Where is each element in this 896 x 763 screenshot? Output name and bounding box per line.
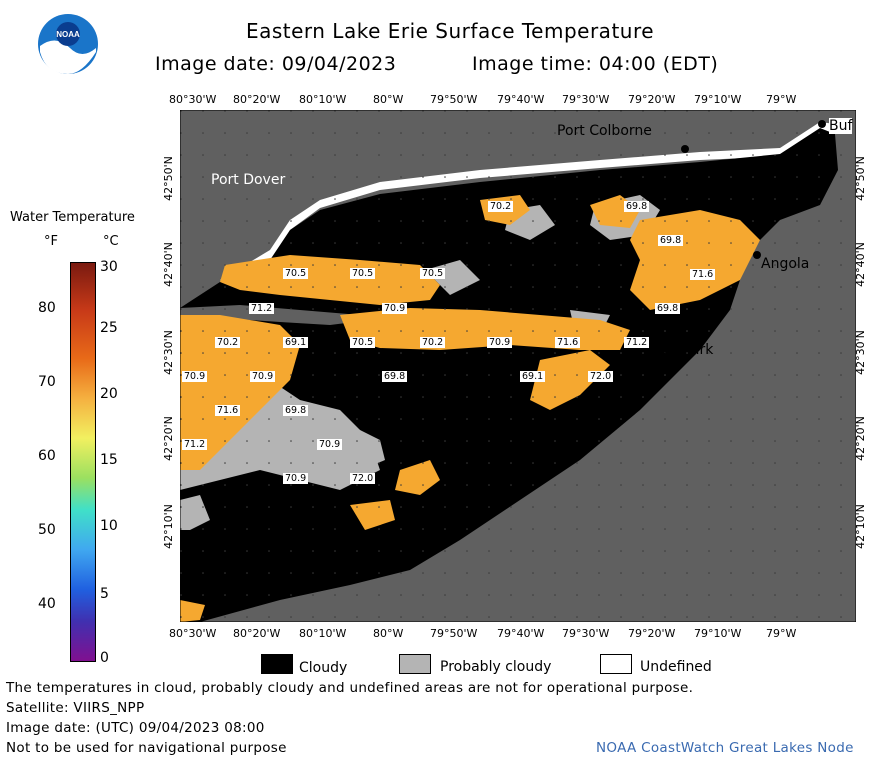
longitude-label: 80°10'W xyxy=(299,93,347,106)
legend-probably-cloudy-swatch xyxy=(399,654,431,674)
temperature-label: 69.8 xyxy=(283,405,309,416)
temperature-label: 71.6 xyxy=(690,269,716,280)
temperature-label: 70.5 xyxy=(350,337,376,348)
erie-marker xyxy=(351,526,359,534)
temperature-label: 70.9 xyxy=(283,473,309,484)
temperature-label: 69.8 xyxy=(658,235,684,246)
temperature-label: 71.2 xyxy=(182,439,208,450)
colorbar-tick-c: 15 xyxy=(100,452,118,468)
legend-cloudy-label: Cloudy xyxy=(299,660,348,676)
longitude-label: 79°40'W xyxy=(497,93,545,106)
colorbar-tick-c: 25 xyxy=(100,320,118,336)
temperature-label: 70.9 xyxy=(250,371,276,382)
temperature-label: 70.9 xyxy=(382,303,408,314)
longitude-label: 80°30'W xyxy=(169,93,217,106)
longitude-label: 79°W xyxy=(766,627,797,640)
longitude-label: 79°50'W xyxy=(430,93,478,106)
footer-credit: NOAA CoastWatch Great Lakes Node xyxy=(596,740,854,756)
city-port-colborne: Port Colborne xyxy=(557,123,652,139)
image-date: Image date: 09/04/2023 xyxy=(155,53,397,75)
noaa-logo: NOAA xyxy=(38,14,98,74)
colorbar-title: Water Temperature xyxy=(10,210,135,225)
port-colborne-marker xyxy=(681,145,689,153)
longitude-label: 80°10'W xyxy=(299,627,347,640)
temperature-label: 70.5 xyxy=(420,268,446,279)
longitude-label: 79°40'W xyxy=(497,627,545,640)
longitude-label: 79°W xyxy=(766,93,797,106)
unit-fahrenheit: °F xyxy=(44,234,58,249)
longitude-label: 80°20'W xyxy=(233,93,281,106)
buffalo-marker xyxy=(818,120,826,128)
temperature-label: 71.6 xyxy=(215,405,241,416)
temperature-label: 71.2 xyxy=(249,303,275,314)
colorbar-tick-c: 0 xyxy=(100,650,109,666)
longitude-label: 80°30'W xyxy=(169,627,217,640)
colorbar-tick-c: 30 xyxy=(100,259,118,275)
latitude-label: 42°10'N xyxy=(161,504,175,549)
footer-disclaimer: The temperatures in cloud, probably clou… xyxy=(6,680,694,696)
temperature-label: 72.0 xyxy=(350,473,376,484)
dunkirk-marker xyxy=(651,336,659,344)
temperature-label: 70.5 xyxy=(350,268,376,279)
unit-celsius: °C xyxy=(103,234,119,249)
temperature-label: 70.2 xyxy=(420,337,446,348)
temperature-label: 69.8 xyxy=(655,303,681,314)
longitude-label: 79°20'W xyxy=(628,93,676,106)
footer-navigation-warning: Not to be used for navigational purpose xyxy=(6,740,287,756)
temperature-label: 70.9 xyxy=(182,371,208,382)
temperature-label: 71.2 xyxy=(624,337,650,348)
city-angola: Angola xyxy=(761,256,810,272)
colorbar-tick-f: 80 xyxy=(38,300,56,316)
colorbar-tick-c: 10 xyxy=(100,518,118,534)
latitude-label: 42°40'N xyxy=(161,242,175,287)
longitude-label: 79°30'W xyxy=(562,627,610,640)
city-dunkirk: Dunkirk xyxy=(659,342,714,358)
temperature-label: 72.0 xyxy=(588,371,614,382)
longitude-label: 79°50'W xyxy=(430,627,478,640)
angola-marker xyxy=(753,251,761,259)
colorbar xyxy=(70,262,96,662)
city-port-dover: Port Dover xyxy=(211,172,286,188)
legend-undefined-swatch xyxy=(600,654,632,674)
longitude-label: 80°W xyxy=(373,627,404,640)
logo-text: NOAA xyxy=(56,30,80,39)
temperature-label: 69.8 xyxy=(382,371,408,382)
legend-undefined-label: Undefined xyxy=(640,659,712,675)
temperature-label: 70.2 xyxy=(215,337,241,348)
temperature-label: 69.1 xyxy=(283,337,309,348)
longitude-label: 79°20'W xyxy=(628,627,676,640)
colorbar-tick-c: 5 xyxy=(100,586,109,602)
legend-probably-cloudy-label: Probably cloudy xyxy=(440,659,552,675)
latitude-label: 42°50'N xyxy=(161,156,175,201)
colorbar-tick-f: 40 xyxy=(38,596,56,612)
colorbar-tick-f: 50 xyxy=(38,522,56,538)
map-title: Eastern Lake Erie Surface Temperature xyxy=(245,19,655,43)
longitude-label: 79°10'W xyxy=(694,93,742,106)
temperature-label: 69.1 xyxy=(520,371,546,382)
temperature-label: 70.5 xyxy=(283,268,309,279)
longitude-label: 80°W xyxy=(373,93,404,106)
colorbar-tick-f: 60 xyxy=(38,448,56,464)
temperature-label: 71.6 xyxy=(555,337,581,348)
longitude-label: 79°30'W xyxy=(562,93,610,106)
temperature-label: 70.9 xyxy=(487,337,513,348)
longitude-label: 80°20'W xyxy=(233,627,281,640)
footer-satellite: Satellite: VIIRS_NPP xyxy=(6,700,145,716)
latitude-label: 42°20'N xyxy=(161,416,175,461)
footer-utc-date: Image date: (UTC) 09/04/2023 08:00 xyxy=(6,720,265,736)
colorbar-tick-f: 70 xyxy=(38,374,56,390)
image-time: Image time: 04:00 (EDT) xyxy=(472,53,719,75)
latitude-label: 42°30'N xyxy=(161,330,175,375)
temperature-label: 70.2 xyxy=(488,201,514,212)
city-erie: Erie xyxy=(362,533,390,549)
temperature-label: 69.8 xyxy=(624,201,650,212)
city-buffalo: Buf xyxy=(829,118,853,134)
colorbar-tick-c: 20 xyxy=(100,386,118,402)
longitude-label: 79°10'W xyxy=(694,627,742,640)
temperature-label: 70.9 xyxy=(317,439,343,450)
legend-cloudy-swatch xyxy=(261,654,293,674)
